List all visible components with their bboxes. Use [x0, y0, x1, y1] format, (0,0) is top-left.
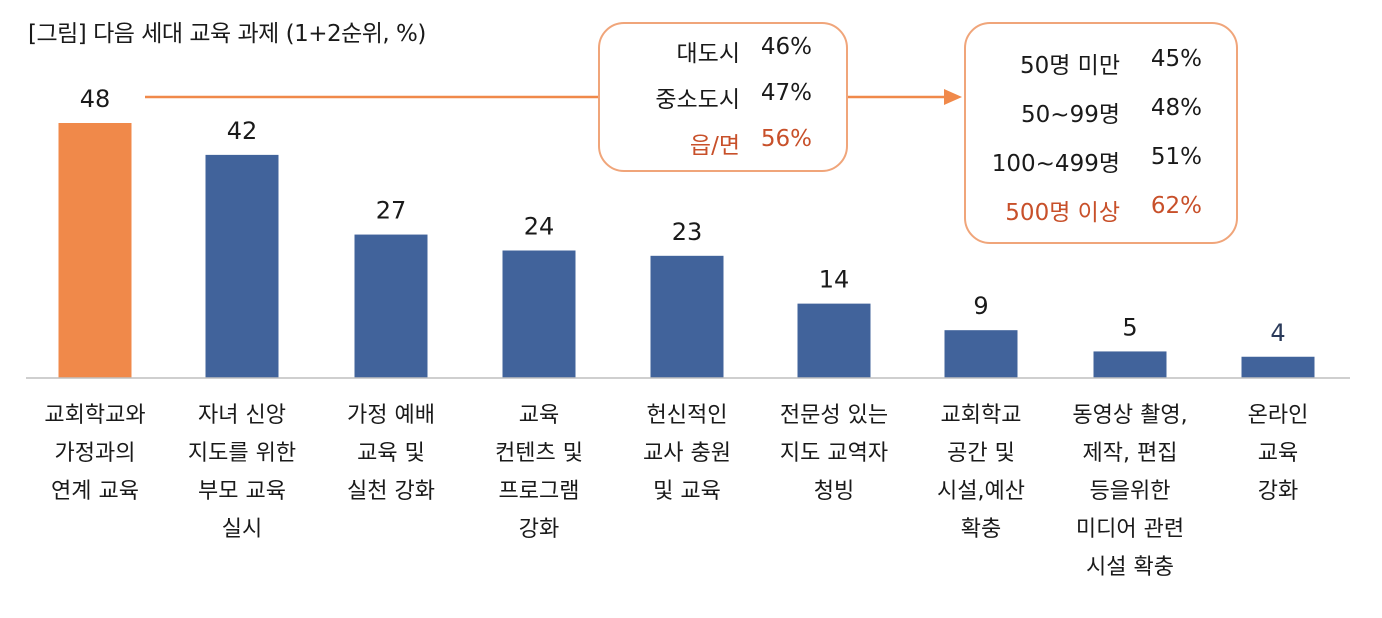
category-label-4: 교육 컨텐츠 및 프로그램 강화 — [495, 403, 583, 542]
value-label-1: 48 — [80, 85, 111, 113]
bar-4 — [502, 250, 576, 378]
bar-1 — [58, 123, 132, 378]
bars-group — [58, 123, 1315, 378]
size-label-3: 100~499명 — [991, 151, 1120, 177]
bar-2 — [205, 154, 279, 378]
region-label-1: 대도시 — [676, 41, 740, 67]
region-row-2: 중소도시 47% — [655, 80, 812, 114]
category-label-5: 헌신적인 교사 충원 및 교육 — [643, 403, 731, 504]
value-label-3: 27 — [376, 197, 407, 225]
size-row-4: 500명 이상 62% — [1005, 193, 1202, 227]
value-label-7: 9 — [973, 292, 988, 320]
category-label-7: 교회학교 공간 및 시설,예산 확충 — [937, 403, 1025, 542]
category-label-1: 교회학교와 가정과의 연계 교육 — [44, 403, 145, 504]
size-label-4: 500명 이상 — [1005, 200, 1120, 226]
region-row-1: 대도시 46% — [677, 34, 812, 68]
value-label-2: 42 — [227, 117, 258, 145]
category-label-8: 동영상 촬영, 제작, 편집 등을위한 미디어 관련 시설 확충 — [1072, 403, 1187, 580]
size-value-2: 48% — [1150, 95, 1202, 121]
category-label-6: 전문성 있는 지도 교역자 청빙 — [780, 403, 888, 504]
category-label-3: 가정 예배 교육 및 실천 강화 — [347, 403, 435, 504]
region-value-1: 46% — [760, 34, 812, 60]
region-label-2: 중소도시 — [655, 87, 740, 113]
category-label-9: 온라인 교육 강화 — [1248, 403, 1309, 504]
bar-3 — [354, 234, 428, 378]
region-label-3: 읍/면 — [689, 133, 740, 159]
callout-arrow — [145, 89, 962, 105]
bar-7 — [944, 330, 1018, 378]
callout-size-box: 50명 미만 45% 50~99명 48% 100~499명 51% 500명 이상 62% — [964, 22, 1238, 244]
value-label-5: 23 — [672, 218, 703, 246]
size-label-1: 50명 미만 — [1019, 53, 1120, 79]
value-label-8: 5 — [1122, 313, 1137, 341]
region-row-3: 읍/면 56% — [690, 126, 812, 160]
size-value-4: 62% — [1150, 193, 1202, 219]
value-label-4: 24 — [524, 213, 555, 241]
size-value-1: 45% — [1150, 46, 1202, 72]
bar-6 — [797, 303, 871, 378]
category-labels-group: 교회학교와 가정과의 연계 교육 자녀 신앙 지도를 위한 부모 교육 실시 가정 예배 교육 … — [44, 403, 1308, 580]
callout-region-box: 대도시 46% 중소도시 47% 읍/면 56% — [598, 22, 848, 172]
value-label-6: 14 — [819, 266, 850, 294]
category-label-2: 자녀 신앙 지도를 위한 부모 교육 실시 — [188, 403, 296, 542]
size-row-3: 100~499명 51% — [992, 144, 1202, 178]
arrow-head — [944, 89, 962, 105]
bar-8 — [1093, 351, 1167, 378]
region-value-2: 47% — [760, 80, 812, 106]
region-value-3: 56% — [760, 126, 812, 152]
size-row-1: 50명 미만 45% — [1020, 46, 1202, 80]
size-row-2: 50~99명 48% — [1021, 95, 1202, 129]
bar-5 — [650, 255, 724, 378]
value-label-9: 4 — [1270, 319, 1285, 347]
value-labels-group: 48 42 27 24 23 14 9 5 4 — [80, 85, 1286, 347]
chart-title: [그림] 다음 세대 교육 과제 (1+2순위, %) — [28, 21, 426, 47]
size-label-2: 50~99명 — [1021, 102, 1120, 128]
bar-9 — [1241, 356, 1315, 378]
size-value-3: 51% — [1150, 144, 1202, 170]
